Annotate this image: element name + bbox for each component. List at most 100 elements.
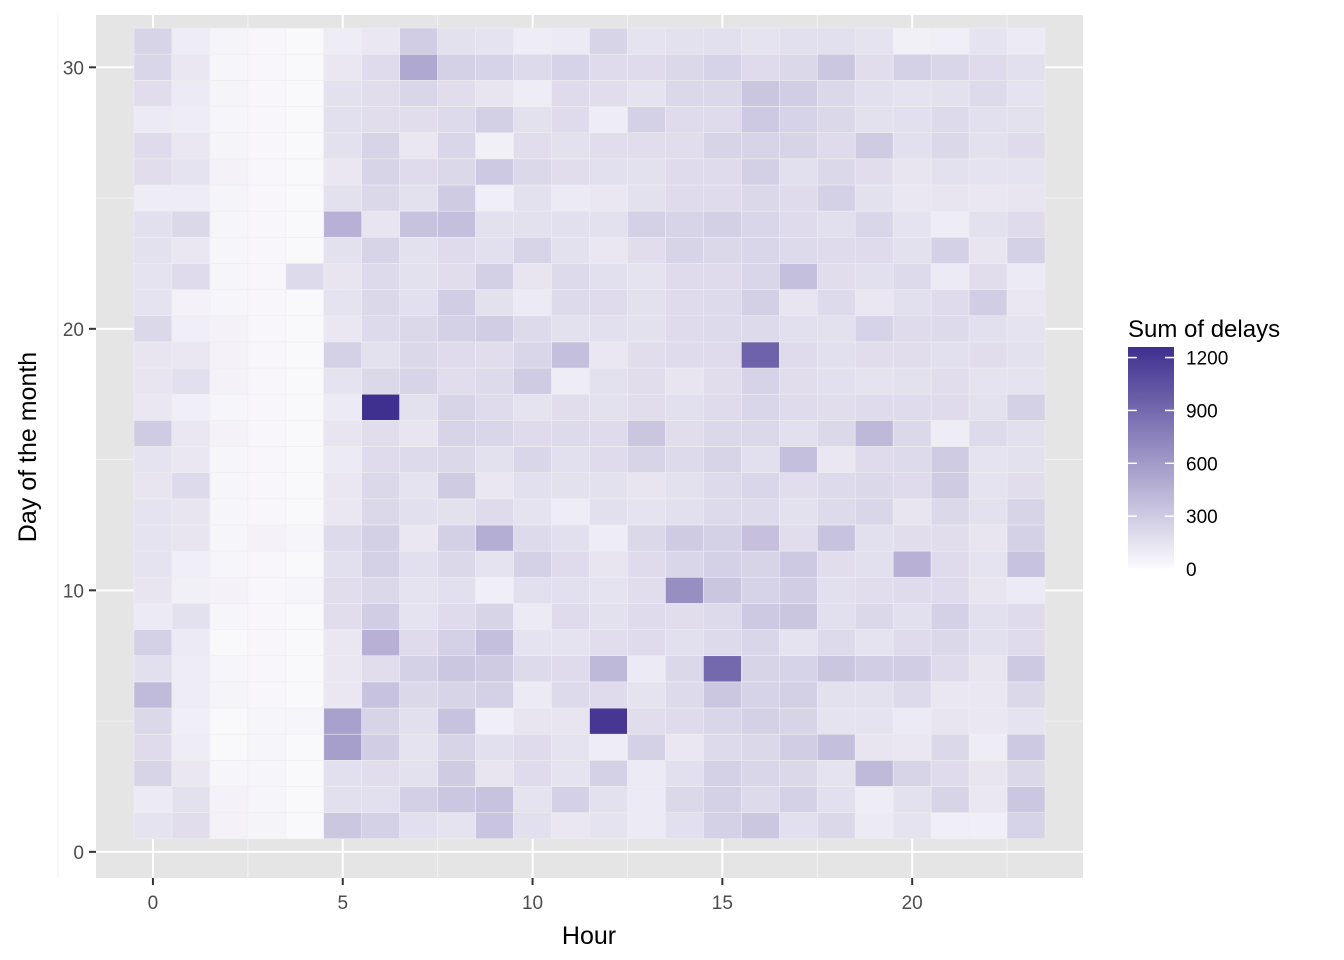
heatmap-tile <box>513 446 552 473</box>
heatmap-tile <box>437 106 476 133</box>
heatmap-tile <box>285 655 325 683</box>
heatmap-tile <box>627 786 666 813</box>
heatmap-tile <box>399 498 438 526</box>
heatmap-tile <box>171 707 211 735</box>
heatmap-tile <box>854 681 894 709</box>
heatmap-tile <box>892 289 932 317</box>
heatmap-tile <box>513 550 552 578</box>
heatmap-tile <box>968 420 1008 447</box>
heatmap-tile <box>513 158 552 186</box>
heatmap-tile <box>399 132 438 160</box>
heatmap-tile <box>285 27 325 55</box>
heatmap-tile <box>627 289 666 317</box>
heatmap-tile <box>703 184 742 212</box>
heatmap-tile <box>475 289 514 317</box>
heatmap-tile <box>209 524 249 552</box>
heatmap-tile <box>247 603 287 630</box>
heatmap-tile <box>627 524 666 552</box>
heatmap-tile <box>323 655 363 683</box>
heatmap-tile <box>361 393 400 421</box>
heatmap-tile <box>1006 393 1046 421</box>
heatmap-tile <box>399 812 438 840</box>
heatmap-tile <box>209 681 249 709</box>
heatmap-tile <box>513 132 552 160</box>
heatmap-tile <box>209 53 249 81</box>
heatmap-tile <box>171 53 211 81</box>
heatmap-tile <box>513 629 552 657</box>
heatmap-tile <box>741 27 780 55</box>
heatmap-tile <box>323 550 363 578</box>
heatmap-tile <box>285 106 325 133</box>
heatmap-tile <box>361 733 400 761</box>
heatmap-tile <box>741 812 780 840</box>
heatmap-tile <box>627 27 666 55</box>
heatmap-tile <box>437 132 476 160</box>
heatmap-tile <box>551 707 590 735</box>
heatmap-tile <box>209 263 249 290</box>
heatmap-tile <box>589 132 628 160</box>
heatmap-tile <box>968 498 1008 526</box>
heatmap-tile <box>1006 315 1046 343</box>
heatmap-tile <box>892 236 932 264</box>
heatmap-tile <box>627 707 666 735</box>
heatmap-tile <box>665 106 704 133</box>
heatmap-tile <box>399 27 438 55</box>
heatmap-tile <box>323 289 363 317</box>
heatmap-tile <box>854 812 894 840</box>
heatmap-tile <box>854 760 894 787</box>
heatmap-tile <box>816 210 856 238</box>
heatmap-tile <box>968 629 1008 657</box>
heatmap-tile <box>551 420 590 447</box>
heatmap-tile <box>779 341 818 369</box>
heatmap-tile <box>361 289 400 317</box>
heatmap-tile <box>703 629 742 657</box>
heatmap-tile <box>551 158 590 186</box>
heatmap-tile <box>930 576 970 604</box>
heatmap-tile <box>475 707 514 735</box>
heatmap-tile <box>209 236 249 264</box>
heatmap-tile <box>285 315 325 343</box>
heatmap-tile <box>930 80 970 107</box>
heatmap-tile <box>133 786 173 813</box>
heatmap-tile <box>475 236 514 264</box>
heatmap-tile <box>892 681 932 709</box>
heatmap-tile <box>627 236 666 264</box>
heatmap-tile <box>551 236 590 264</box>
heatmap-tile <box>930 315 970 343</box>
heatmap-tile <box>816 707 856 735</box>
heatmap-tile <box>703 210 742 238</box>
x-axis-title: Hour <box>562 922 616 950</box>
heatmap-tile <box>437 603 476 630</box>
heatmap-tile <box>285 393 325 421</box>
heatmap-tile <box>513 681 552 709</box>
heatmap-tile <box>854 707 894 735</box>
legend-tick-label: 1200 <box>1186 349 1228 370</box>
heatmap-tile <box>1006 576 1046 604</box>
heatmap-tile <box>475 629 514 657</box>
heatmap-tile <box>741 446 780 473</box>
heatmap-tile <box>779 524 818 552</box>
heatmap-tile <box>1006 132 1046 160</box>
heatmap-tile <box>399 158 438 186</box>
y-tick-label: 0 <box>73 843 84 864</box>
heatmap-tile <box>892 27 932 55</box>
heatmap-tile <box>779 367 818 395</box>
heatmap-tile <box>703 498 742 526</box>
heatmap-tile <box>551 446 590 473</box>
heatmap-tile <box>247 289 287 317</box>
x-tick-label: 20 <box>902 893 923 914</box>
heatmap-tile <box>892 446 932 473</box>
heatmap-tile <box>285 210 325 238</box>
heatmap-tile <box>930 420 970 447</box>
heatmap-tile <box>816 786 856 813</box>
heatmap-tile <box>854 603 894 630</box>
heatmap-tile <box>171 733 211 761</box>
heatmap-tile <box>551 27 590 55</box>
heatmap-tile <box>968 812 1008 840</box>
heatmap-tile <box>703 315 742 343</box>
heatmap-tile <box>133 263 173 290</box>
heatmap-tile <box>133 524 173 552</box>
heatmap-tile <box>551 184 590 212</box>
heatmap-tile <box>247 472 287 500</box>
